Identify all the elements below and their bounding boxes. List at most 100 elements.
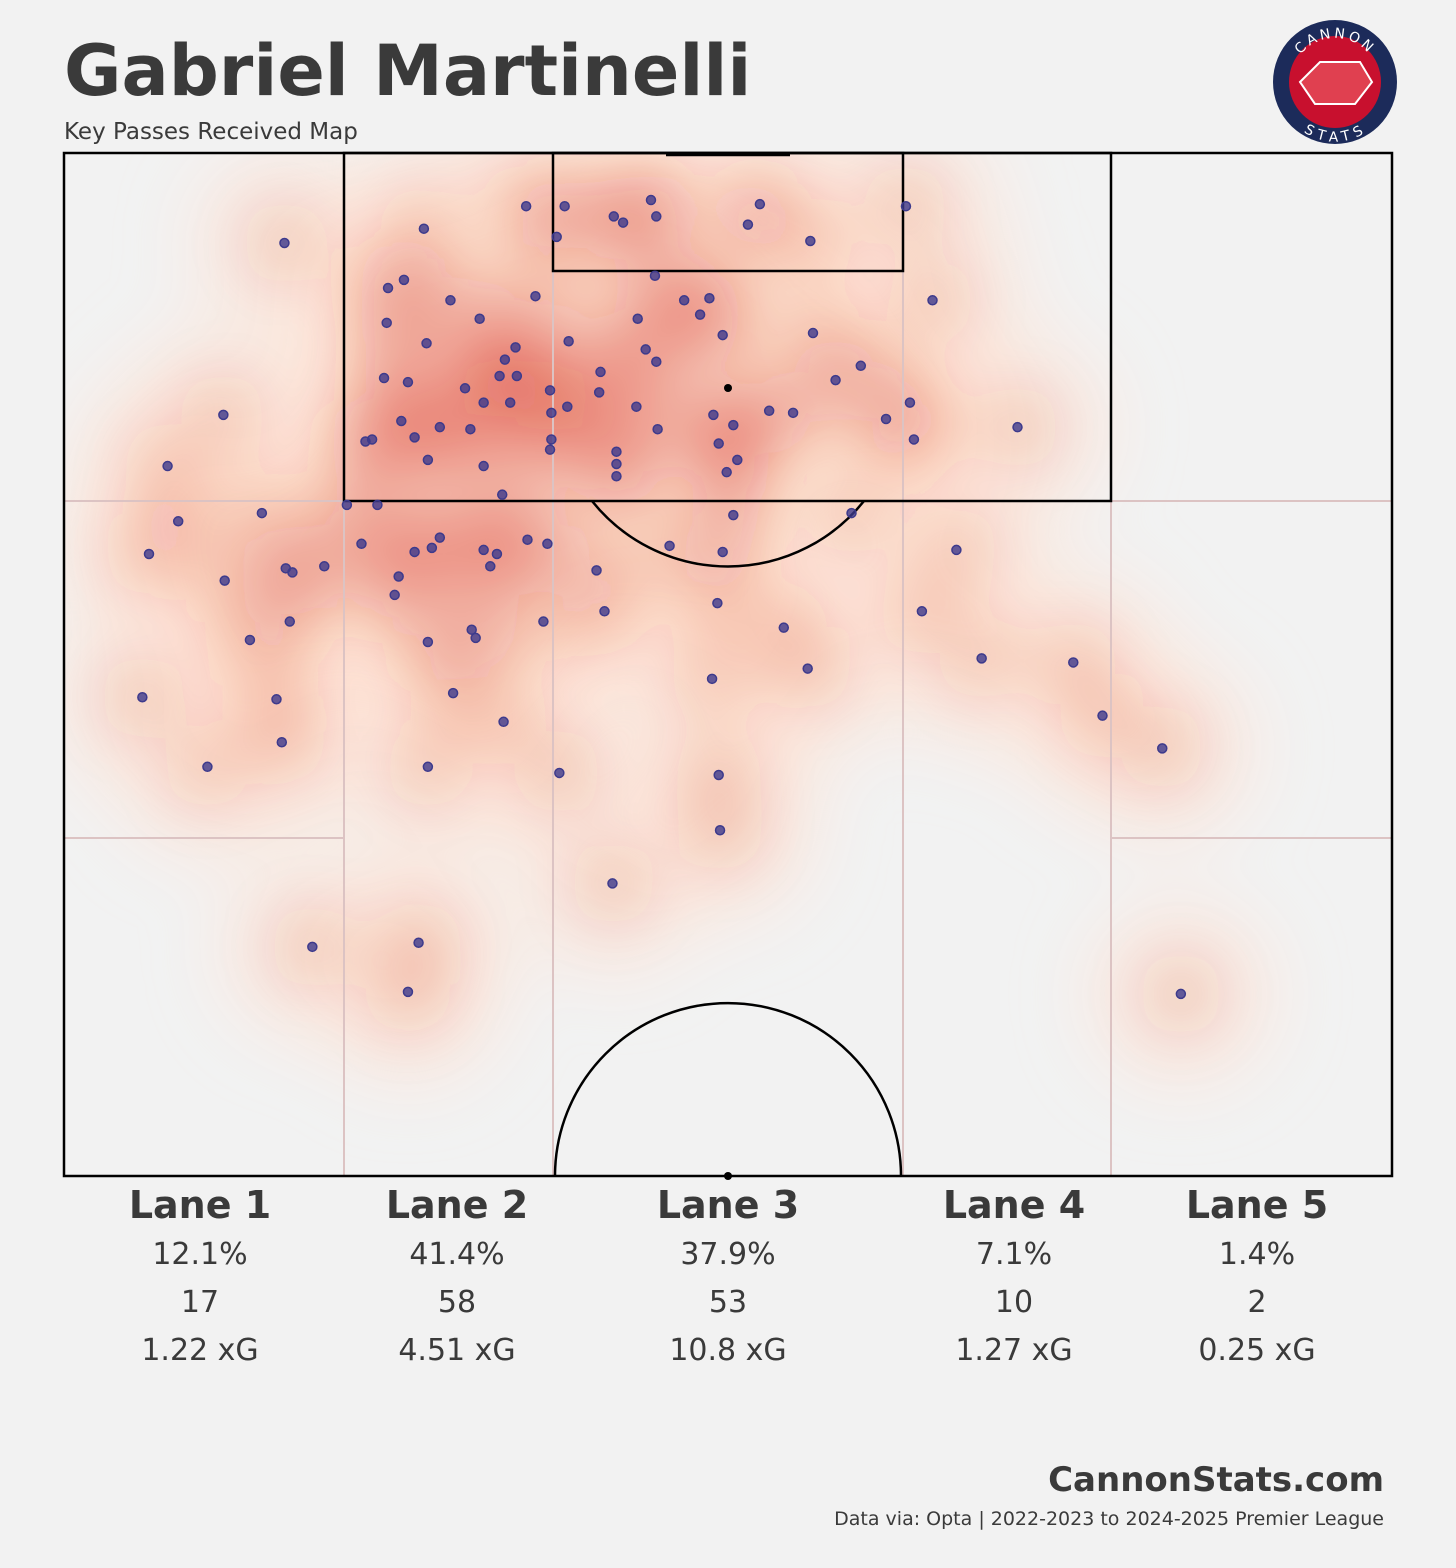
point: [360, 436, 371, 447]
point: [510, 342, 521, 353]
point: [382, 282, 394, 294]
point: [645, 194, 657, 206]
point: [287, 567, 298, 578]
point: [162, 460, 173, 472]
point: [244, 634, 256, 646]
point: [611, 458, 622, 470]
point: [900, 200, 912, 212]
subtitle: Key Passes Received Map: [64, 119, 358, 145]
lane-count: 17: [181, 1285, 219, 1320]
centre-spot: [724, 1172, 732, 1180]
point: [678, 295, 690, 306]
point: [640, 344, 651, 355]
point: [717, 546, 728, 558]
point: [319, 561, 330, 572]
point: [708, 409, 719, 421]
point: [927, 295, 938, 306]
point: [143, 548, 155, 560]
point: [704, 293, 715, 304]
point: [713, 438, 724, 449]
point: [356, 538, 367, 550]
point: [219, 575, 230, 586]
point: [742, 219, 754, 230]
point: [617, 217, 629, 228]
point: [393, 571, 404, 582]
lane-xg: 1.22 xG: [141, 1333, 258, 1368]
point: [787, 407, 799, 419]
point: [805, 235, 816, 247]
point: [402, 986, 414, 998]
point: [611, 471, 622, 482]
point: [651, 211, 662, 222]
point: [880, 413, 892, 425]
point: [465, 423, 476, 435]
point: [721, 466, 732, 478]
logo: CANNON STATS: [1273, 20, 1397, 146]
point: [1012, 421, 1023, 433]
point: [413, 937, 424, 949]
point: [478, 460, 489, 472]
point: [607, 878, 618, 889]
point: [422, 454, 434, 466]
points: [137, 194, 1187, 1000]
lane-count: 10: [995, 1285, 1033, 1320]
point: [591, 565, 602, 576]
point: [649, 270, 661, 282]
point: [466, 624, 477, 635]
point: [218, 409, 229, 421]
point: [494, 370, 505, 382]
point: [855, 360, 867, 372]
pitch: [62, 151, 1394, 1180]
point: [551, 231, 562, 243]
point: [807, 327, 819, 339]
point: [459, 383, 471, 394]
point: [706, 673, 718, 685]
point: [754, 198, 766, 210]
lane-xg: 1.27 xG: [955, 1333, 1072, 1368]
point: [595, 366, 606, 378]
point: [611, 446, 622, 457]
point: [846, 507, 857, 519]
lane-name: Lane 4: [943, 1183, 1085, 1227]
point: [202, 761, 213, 773]
point: [478, 544, 489, 556]
point: [544, 444, 556, 455]
point: [714, 824, 726, 836]
point: [728, 509, 739, 521]
point: [562, 401, 573, 412]
point: [284, 616, 296, 627]
point: [389, 589, 400, 601]
point: [271, 694, 282, 705]
lane-share: 41.4%: [409, 1237, 504, 1272]
point: [951, 544, 962, 556]
point: [608, 211, 620, 222]
point: [520, 200, 532, 212]
point: [496, 489, 508, 500]
point: [137, 691, 148, 703]
title: Gabriel Martinelli: [64, 30, 751, 112]
lane-share: 12.1%: [152, 1237, 247, 1272]
footer-source: Data via: Opta | 2022-2023 to 2024-2025 …: [834, 1508, 1384, 1530]
point: [499, 354, 511, 365]
lane-share: 7.1%: [976, 1237, 1052, 1272]
point: [504, 397, 516, 408]
point: [398, 274, 410, 286]
point: [434, 421, 446, 433]
point: [694, 309, 706, 320]
point: [422, 636, 434, 648]
point: [830, 374, 841, 386]
point: [1097, 710, 1108, 721]
point: [530, 290, 541, 302]
point: [418, 223, 430, 234]
point: [544, 385, 556, 396]
penalty-arc: [591, 500, 865, 568]
point: [1175, 988, 1187, 1000]
point: [172, 516, 184, 527]
point: [1157, 743, 1168, 754]
point: [421, 338, 432, 349]
point: [434, 532, 446, 543]
lane-share: 37.9%: [680, 1237, 775, 1272]
point: [470, 632, 481, 644]
point: [522, 534, 533, 545]
